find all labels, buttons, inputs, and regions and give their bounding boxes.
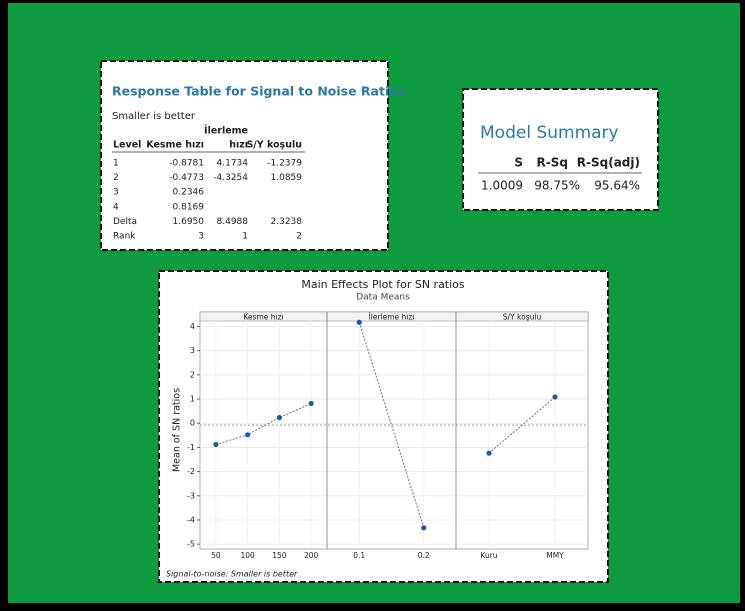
table-cell: 3 — [198, 232, 204, 242]
data-point — [552, 394, 558, 400]
chart-title: Main Effects Plot for SN ratios — [301, 278, 465, 291]
table-cell: 95.64% — [594, 179, 640, 193]
column-header: S/Y koşulu — [246, 140, 302, 151]
panel-label: S/Y koşulu — [503, 313, 542, 322]
y-tick-label: -3 — [187, 491, 195, 500]
data-point — [213, 441, 219, 448]
y-tick-label: 0 — [190, 419, 195, 428]
column-header: S — [514, 156, 523, 170]
table-cell: 1.6950 — [173, 217, 205, 227]
data-point — [486, 450, 492, 456]
table-cell: 3 — [113, 188, 119, 198]
x-tick-label: MMY — [546, 551, 564, 560]
plot-area — [199, 311, 589, 550]
table-cell: 2.3238 — [271, 217, 303, 227]
data-point — [245, 432, 251, 438]
response-table-header-top: İlerleme — [204, 126, 248, 137]
table-cell: 4.1734 — [217, 159, 249, 169]
table-cell: 1.0859 — [271, 173, 303, 183]
response-table-box — [100, 60, 389, 251]
data-point — [356, 319, 362, 325]
table-cell: 1.0009 — [481, 179, 523, 193]
y-tick-label: 2 — [190, 370, 195, 379]
response-table-subtitle: Smaller is better — [112, 111, 196, 122]
table-cell: Delta — [113, 217, 137, 227]
table-cell: 2 — [113, 173, 119, 183]
table-cell: 1 — [113, 159, 119, 169]
x-tick-label: 50 — [211, 551, 221, 560]
model-summary-title: Model Summary — [480, 123, 619, 143]
x-tick-label: 150 — [272, 551, 287, 560]
table-cell: -4.3254 — [213, 173, 248, 183]
column-header: hızı — [229, 140, 248, 151]
y-tick-label: 1 — [190, 395, 195, 404]
y-tick-label: -1 — [187, 443, 195, 452]
table-cell: Rank — [113, 232, 136, 242]
column-header: R-Sq(adj) — [577, 156, 640, 170]
table-cell: 1 — [242, 232, 248, 242]
y-tick-label: -5 — [187, 540, 195, 549]
effect-line — [488, 396, 556, 454]
column-header: R-Sq — [537, 156, 568, 170]
data-point — [421, 525, 427, 531]
x-tick-label: 100 — [240, 551, 255, 560]
table-cell: 4 — [113, 202, 119, 212]
x-tick-label: Kuru — [480, 551, 497, 560]
table-cell: -0.8781 — [169, 159, 204, 169]
y-tick-label: -4 — [187, 515, 195, 524]
table-cell: 0.2346 — [173, 188, 205, 198]
column-header: Level — [113, 140, 141, 151]
table-cell: -0.4773 — [169, 173, 204, 183]
x-tick-label: 200 — [304, 551, 319, 560]
panel-label: İlerleme hızı — [369, 313, 415, 322]
response-table-title: Response Table for Signal to Noise Ratio… — [112, 84, 405, 99]
x-tick-label: 0.1 — [353, 551, 365, 560]
column-header: Kesme hızı — [146, 140, 204, 151]
panel-label: Kesme hızı — [243, 313, 283, 322]
data-point — [276, 414, 282, 421]
model-summary-box — [462, 88, 659, 211]
y-tick-label: 4 — [190, 322, 195, 331]
table-cell: 0.8169 — [173, 202, 205, 212]
footnote: Signal-to-noise: Smaller is better — [166, 570, 298, 579]
y-axis-label: Mean of SN ratios — [172, 388, 183, 472]
x-tick-label: 0.2 — [418, 551, 430, 560]
table-cell: -1.2379 — [267, 159, 302, 169]
effect-line — [358, 322, 425, 528]
chart-subtitle: Data Means — [356, 293, 410, 303]
table-cell: 8.4988 — [217, 217, 249, 227]
y-tick-label: 3 — [190, 346, 195, 355]
y-tick-label: -2 — [187, 467, 195, 476]
table-cell: 98.75% — [534, 179, 580, 193]
data-point — [308, 400, 314, 407]
table-cell: 2 — [296, 232, 302, 242]
